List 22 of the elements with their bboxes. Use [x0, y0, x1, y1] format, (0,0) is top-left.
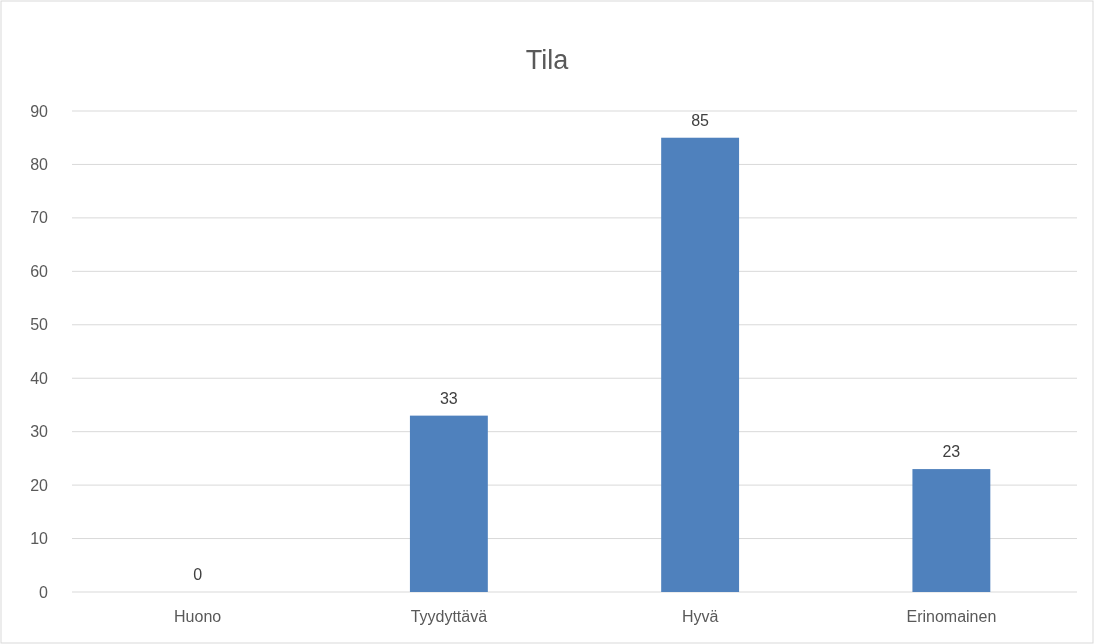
y-tick-label: 70 [30, 209, 49, 227]
y-tick-label: 80 [30, 156, 49, 174]
bar [661, 137, 740, 592]
data-label: 23 [942, 443, 961, 461]
chart-title: Tila [525, 45, 570, 75]
y-tick-label: 20 [30, 476, 49, 494]
x-tick-label: Erinomainen [906, 608, 997, 625]
x-tick-label: Huono [174, 608, 222, 625]
data-label: 0 [193, 566, 203, 583]
x-tick-label: Hyvä [681, 608, 719, 625]
y-tick-label: 0 [39, 583, 49, 601]
y-tick-label: 40 [30, 369, 49, 387]
bar [912, 469, 991, 592]
y-tick-label: 90 [30, 102, 49, 120]
y-tick-label: 60 [30, 262, 49, 280]
x-tick-label: Tyydyttävä [410, 608, 488, 625]
y-tick-label: 50 [30, 316, 49, 334]
data-label: 33 [439, 389, 458, 407]
y-tick-label: 30 [30, 423, 49, 441]
y-tick-label: 10 [30, 530, 49, 548]
bar [409, 415, 488, 592]
data-label: 85 [691, 111, 710, 129]
